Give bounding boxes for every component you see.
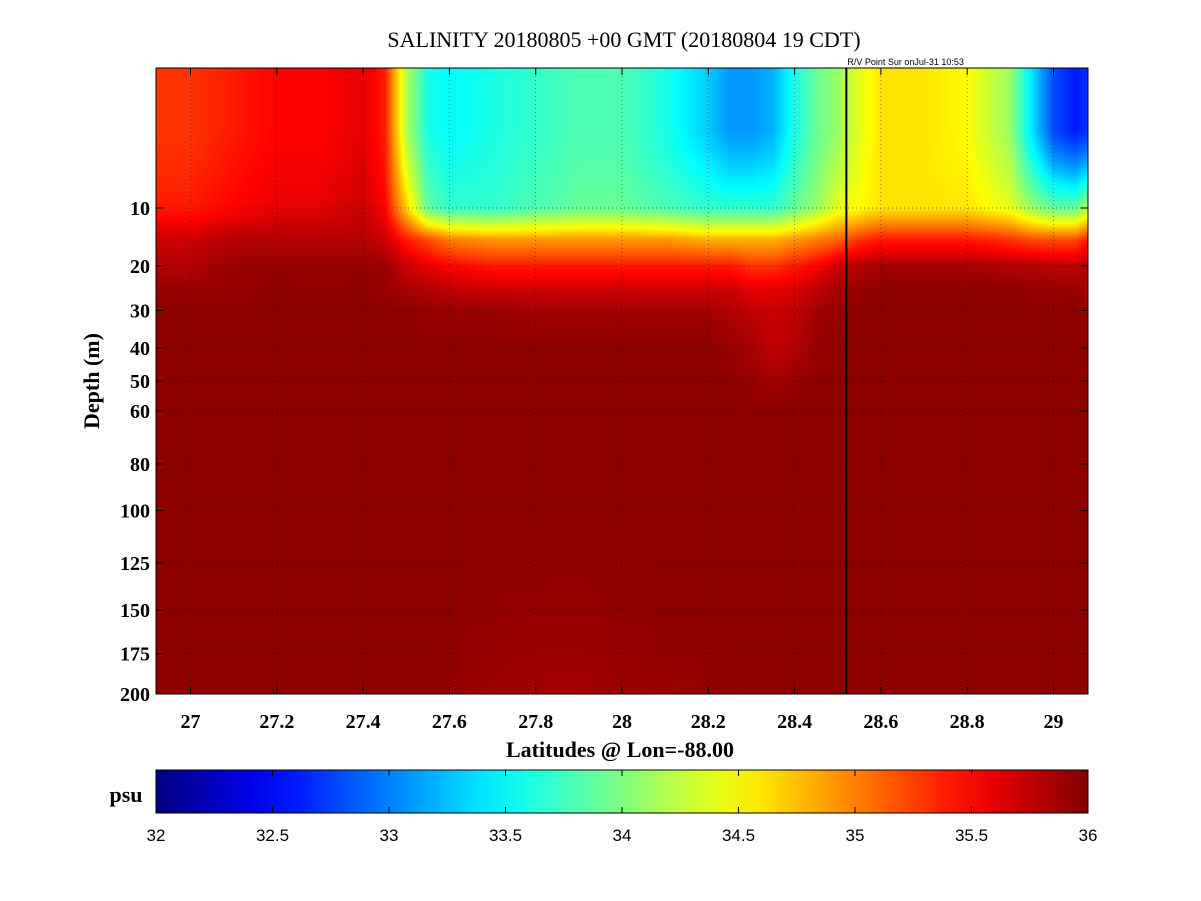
x-tick-label: 27.2 (259, 711, 294, 733)
x-tick-label: 27.4 (346, 711, 381, 733)
colorbar-tick-label: 34.5 (722, 826, 755, 845)
y-tick-label: 40 (130, 338, 150, 360)
colorbar-tick-label: 36 (1079, 826, 1098, 845)
colorbar-tick-label: 32.5 (256, 826, 289, 845)
x-tick-label: 28 (612, 711, 632, 733)
colorbar-gradient (155, 769, 1089, 814)
section-plot: 27 27.2 27.4 27.6 27.8 28 28.2 28.4 28.6 28.8 29 1… (120, 67, 1089, 733)
y-tick-label: 10 (130, 198, 150, 220)
y-axis-ticks: 10 20 30 40 50 60 80 100 125 150 175 200 (120, 198, 1088, 706)
x-tick-label: 27.8 (518, 711, 553, 733)
chart-title: SALINITY 20180805 +00 GMT (20180804 19 C… (387, 27, 860, 52)
grid-lines (156, 68, 1088, 694)
colorbar: psu 32 32.5 33 33.5 34 34.5 35 35.5 36 (109, 769, 1098, 845)
x-axis-label: Latitudes @ Lon=-88.00 (506, 737, 734, 762)
x-tick-label: 28.4 (777, 711, 812, 733)
x-tick-label: 27.6 (432, 711, 467, 733)
x-tick-label: 28.6 (863, 711, 898, 733)
vessel-annotation: R/V Point Sur onJul-31 10:53 (847, 57, 964, 67)
y-tick-label: 200 (120, 684, 150, 706)
colorbar-tick-label: 33.5 (489, 826, 522, 845)
x-tick-label: 29 (1043, 711, 1063, 733)
colorbar-tick-label: 35 (846, 826, 865, 845)
y-tick-label: 60 (130, 401, 150, 423)
y-tick-label: 175 (120, 644, 150, 666)
y-tick-label: 50 (130, 371, 150, 393)
colorbar-tick-label: 35.5 (955, 826, 988, 845)
colorbar-ticks: 32 32.5 33 33.5 34 34.5 35 35.5 36 (147, 770, 1098, 845)
x-tick-label: 27 (181, 711, 201, 733)
y-axis-label: Depth (m) (79, 333, 104, 429)
colorbar-tick-label: 32 (147, 826, 166, 845)
y-tick-label: 100 (120, 501, 150, 523)
y-tick-label: 20 (130, 256, 150, 278)
y-tick-label: 80 (130, 454, 150, 476)
colorbar-tick-label: 33 (380, 826, 399, 845)
colorbar-tick-label: 34 (613, 826, 632, 845)
y-tick-label: 30 (130, 300, 150, 322)
y-tick-label: 150 (120, 600, 150, 622)
x-tick-label: 28.8 (950, 711, 985, 733)
x-tick-label: 28.2 (691, 711, 726, 733)
y-tick-label: 125 (120, 553, 150, 575)
colorbar-label: psu (109, 782, 142, 807)
x-axis-ticks: 27 27.2 27.4 27.6 27.8 28 28.2 28.4 28.6 28.8 29 (181, 68, 1063, 733)
